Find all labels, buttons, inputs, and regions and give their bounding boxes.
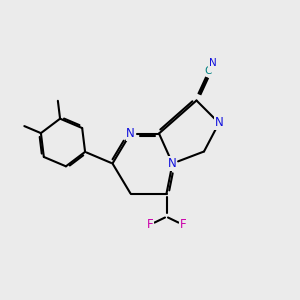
Text: N: N — [214, 116, 224, 130]
Text: N: N — [168, 157, 177, 170]
Text: C: C — [204, 66, 211, 76]
Text: N: N — [208, 58, 216, 68]
Text: N: N — [126, 127, 135, 140]
Text: F: F — [180, 218, 186, 232]
Text: F: F — [147, 218, 153, 232]
